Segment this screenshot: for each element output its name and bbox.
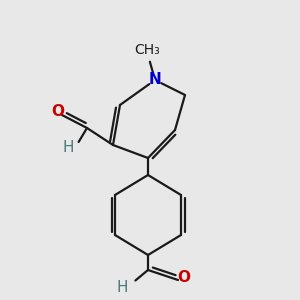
Text: O: O (178, 271, 190, 286)
Text: CH₃: CH₃ (134, 43, 160, 57)
Text: H: H (116, 280, 128, 295)
Text: H: H (62, 140, 74, 155)
Text: O: O (52, 104, 64, 119)
Text: N: N (148, 73, 161, 88)
